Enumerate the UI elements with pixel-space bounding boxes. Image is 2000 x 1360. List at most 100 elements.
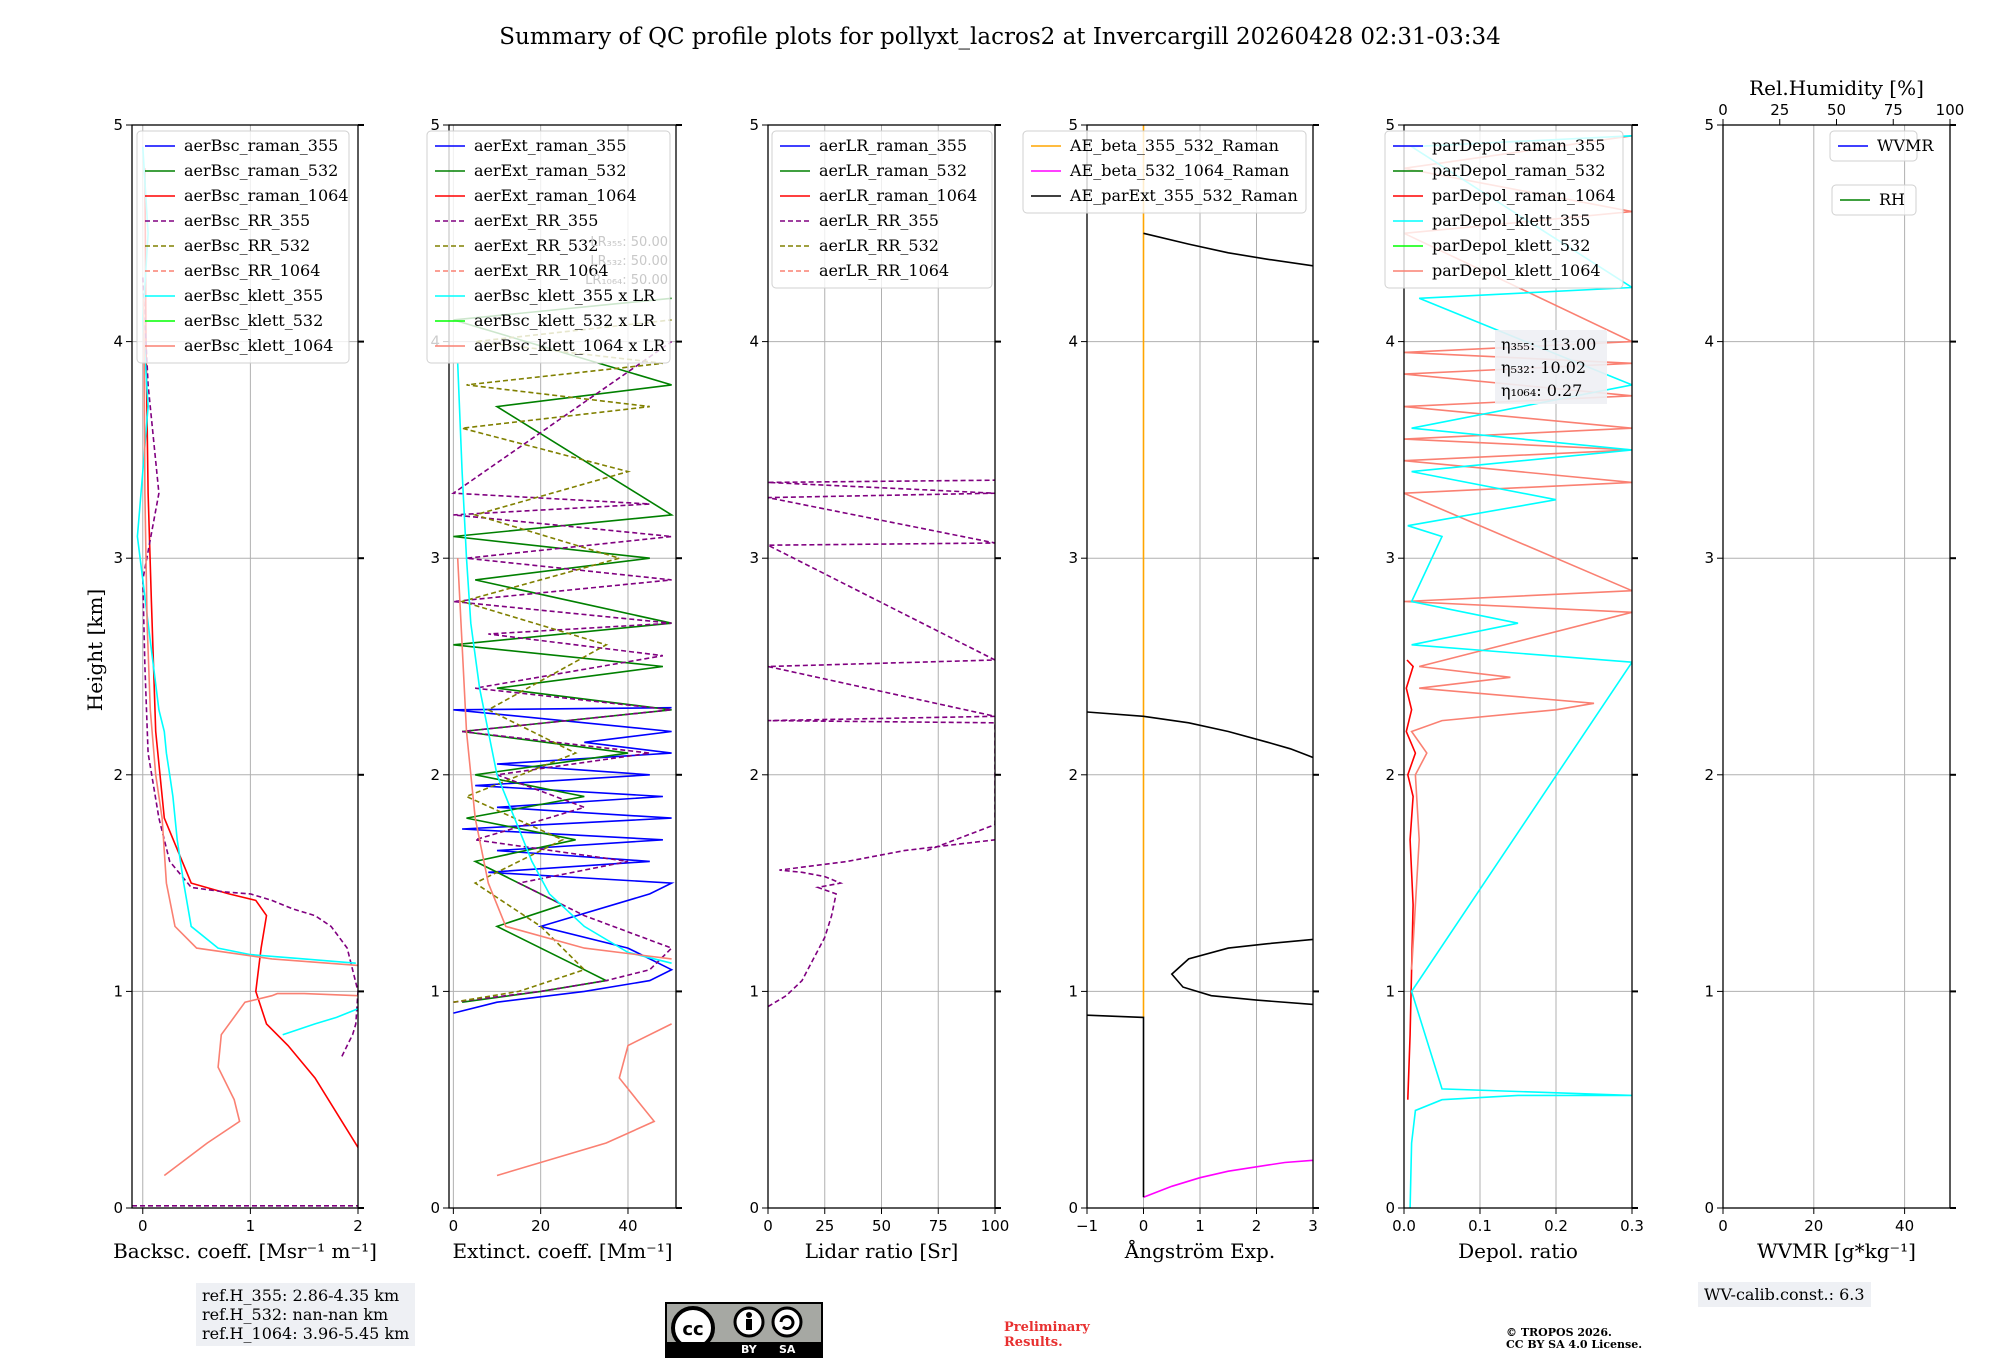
legend-entry: aerExt_raman_532 [474,161,627,180]
legend-entry: aerBsc_klett_532 x LR [474,311,656,330]
y-tick-label: 1 [1704,982,1714,1000]
legend-entry: aerExt_RR_532 [474,236,598,255]
x-axis-label: Backsc. coeff. [Msr⁻¹ m⁻¹] [113,1239,377,1263]
legend-frame [426,130,671,364]
x-tick-label: 0 [1718,1217,1728,1235]
y-tick-label: 1 [113,982,123,1000]
x-tick-label: 0.2 [1544,1217,1568,1235]
x-axis-label: Ångström Exp. [1124,1238,1275,1263]
x-tick-label: 20 [531,1217,550,1235]
series-aerBsc_klett_355 [136,146,356,964]
copyright-line-2: CC BY SA 4.0 License. [1506,1338,1643,1351]
x-tick-label: 2 [1252,1217,1262,1235]
x-tick-label: 50 [872,1217,891,1235]
series-aerBsc_klett_1064_upper [143,298,358,967]
series-aerBsc_raman_1064 [144,168,358,1148]
legend-entry: AE_beta_355_532_Raman [1069,136,1279,155]
x-tick-label: 0 [138,1217,148,1235]
legend-entry: aerBsc_klett_355 [184,286,323,305]
panel-backscatter: 0 1 2 0 1 2 3 4 5 Backsc. coeff. [Msr⁻¹ m⁻¹] aerBs… [113,116,377,1263]
series-AE_parExt_low [1087,1014,1145,1198]
y-tick-label: 2 [113,766,123,784]
legend-entry: aerExt_raman_1064 [474,186,637,205]
eta-box-bg [1495,330,1607,404]
legend-entry: aerBsc_klett_355 x LR [474,286,656,305]
top-x-tick-label: 50 [1827,101,1846,119]
series-aerBsc_klett_1064 x LR_upper [456,558,672,960]
legend-frame [771,130,993,289]
series-AE_parExt_mid [1087,711,1313,759]
legend: AE_beta_355_532_Raman AE_beta_532_1064_Ra… [1022,130,1307,214]
legend-entry: aerLR_RR_1064 [819,261,949,280]
y-tick-label: 4 [113,333,123,351]
legend-entry: aerLR_raman_532 [819,161,967,180]
y-tick-label: 3 [1704,549,1714,567]
top-x-tick-label: 25 [1770,101,1789,119]
series-group [1404,135,1632,1208]
legend-entry: AE_beta_532_1064_Raman [1069,161,1289,180]
y-tick-label: 5 [1704,116,1714,134]
legend-entry: parDepol_raman_355 [1432,136,1605,155]
panel-lidar_ratio: 0 25 50 75 100 0 1 2 3 4 5 Lidar ratio [Sr] aerLR_ra… [749,116,1009,1263]
legend-entry: aerLR_RR_355 [819,211,939,230]
legend: WVMR [1829,130,1934,162]
series-aerBsc_RR_355 [141,276,358,1057]
x-tick-label: −1 [1076,1217,1098,1235]
copyright-note: © TROPOS 2026. CC BY SA 4.0 License. [1506,1327,1642,1351]
lr-label: LR₅₃₂: 50.00 [590,254,668,269]
legend-entry: aerExt_RR_355 [474,211,598,230]
legend: aerExt_raman_355 aerExt_raman_532 aerExt_r… [426,130,671,364]
y-tick-label: 2 [1704,766,1714,784]
share-alike-icon [771,1306,803,1338]
series-AE_parExt_bump [1170,938,1313,1006]
y-tick-label: 4 [1704,333,1714,351]
legend-frame [1022,130,1307,214]
eta-box: η₃₅₅: 113.00 η₅₃₂: 10.02 η₁₀₆₄: 0.27 [1495,330,1607,404]
series-AE_parExt_top [1143,232,1313,267]
ref-height-532: ref.H_532: nan-nan km [202,1305,389,1324]
series-aerBsc_klett_1064 [163,992,358,1177]
x-axis-label: WVMR [g*kg⁻¹] [1757,1239,1916,1263]
y-tick-label: 1 [1068,982,1078,1000]
cc-icons: cc [671,1306,803,1344]
legend-entry: parDepol_raman_532 [1432,161,1605,180]
series-group [1087,125,1313,1198]
x-tick-label: 1 [246,1217,256,1235]
y-tick-label: 2 [749,766,759,784]
y-tick-label: 4 [749,333,759,351]
y-tick-label: 5 [749,116,759,134]
legend-entry: aerBsc_RR_355 [184,211,310,230]
y-tick-label: 0 [1385,1199,1395,1217]
series-AE_beta_532_1064_Raman [1143,1159,1313,1198]
y-tick-label: 5 [1385,116,1395,134]
cc-by-label: BY [741,1343,757,1356]
series-group [132,146,358,1207]
y-tick-label: 1 [749,982,759,1000]
panel-water_vapor: 0 20 40 0 1 2 3 4 5 WVMR [g*kg⁻¹] 0 25 50 75 100 Rel.Hu… [1704,76,1964,1263]
eta-label: η₃₅₅: 113.00 [1501,335,1596,354]
ref-height-box: ref.H_355: 2.86-4.35 km ref.H_532: nan-n… [196,1283,416,1346]
legend-entry: aerExt_RR_1064 [474,261,609,280]
series-parDepol_klett_1064 [1404,135,1632,970]
top-x-axis-label: Rel.Humidity [%] [1749,76,1924,100]
legend-entry: parDepol_klett_355 [1432,211,1590,230]
y-tick-label: 0 [1704,1199,1714,1217]
legend: aerBsc_raman_355 aerBsc_raman_532 aerBsc_r… [136,130,350,364]
legend-entry: aerExt_raman_355 [474,136,627,155]
legend-frame [1384,130,1624,289]
legend-entry: aerBsc_RR_1064 [184,261,320,280]
top-x-tick-label: 100 [1936,101,1965,119]
y-tick-label: 2 [1385,766,1395,784]
eta-label: η₁₀₆₄: 0.27 [1501,381,1582,400]
x-tick-label: 0 [449,1217,459,1235]
y-tick-label: 5 [1068,116,1078,134]
x-tick-label: 3 [1308,1217,1318,1235]
x-tick-label: 0.3 [1620,1217,1644,1235]
series-aerExt_RR_355 [451,340,674,1003]
legend-entry: aerBsc_RR_532 [184,236,310,255]
series-aerExt_RR_532 [453,319,672,1003]
x-tick-label: 2 [353,1217,363,1235]
